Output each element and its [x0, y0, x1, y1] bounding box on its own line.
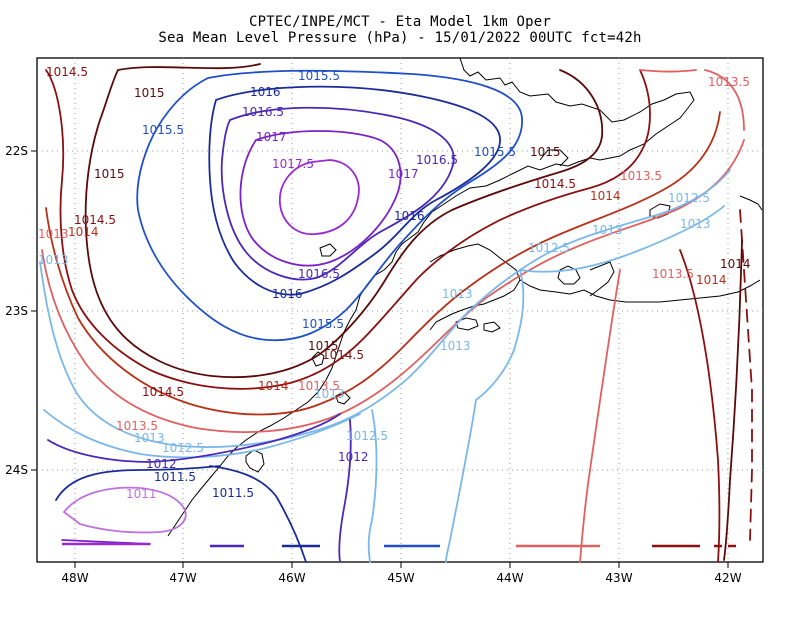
bottom-edge-segments	[62, 542, 740, 548]
contour-label: 1011	[126, 487, 157, 501]
contour-label: 1013.5	[708, 75, 750, 89]
coastline-east	[519, 279, 761, 303]
contour-label: 1012.5	[528, 241, 570, 255]
contour-labels: 1014.5 1015 1015.5 1016 1016.5 1017 1017…	[38, 65, 751, 501]
contour-label: 1014	[696, 273, 727, 287]
contour-label: 1013.5	[652, 267, 694, 281]
island-small	[311, 351, 325, 367]
isobar-1014	[45, 111, 721, 416]
x-tick-label: 47W	[169, 571, 196, 585]
contour-label: 1016.5	[242, 105, 284, 119]
isobar-1017	[239, 130, 402, 267]
isobar-1015.5	[136, 69, 523, 342]
contour-label: 1014.5	[46, 65, 88, 79]
island-2	[319, 243, 337, 257]
isobar-1017.5	[279, 159, 360, 235]
contour-label: 1016.5	[416, 153, 458, 167]
isobar-1015	[84, 63, 604, 379]
contour-label: 1014.5	[74, 213, 116, 227]
contour-label: 1015	[94, 167, 125, 181]
contour-label: 1016	[250, 85, 281, 99]
contour-label: 1011.5	[212, 486, 254, 500]
isobar-east-dashed-1014	[739, 209, 753, 541]
coastline-north	[539, 149, 569, 167]
coastline-lagoon-4	[483, 321, 501, 333]
contour-label: 1013	[314, 387, 345, 401]
contour-label: 1016.5	[298, 267, 340, 281]
contour-label: 1013	[442, 287, 473, 301]
isobars	[39, 63, 753, 563]
contour-label: 1014.5	[142, 385, 184, 399]
contour-label: 1014	[68, 225, 99, 239]
coastline-northeast	[739, 195, 763, 211]
isobar-1011.5	[55, 465, 307, 563]
contour-label: 1013	[38, 227, 69, 241]
contour-label: 1013.5	[620, 169, 662, 183]
contour-label: 1012	[338, 450, 369, 464]
contour-label: 1012.5	[346, 429, 388, 443]
contour-label: 1015.5	[298, 69, 340, 83]
contour-label: 1013	[38, 253, 69, 267]
map-subtitle: Sea Mean Level Pressure (hPa) - 15/01/20…	[158, 30, 642, 46]
y-tick-label: 22S	[5, 144, 28, 158]
isobar-1012	[47, 413, 352, 563]
isobar-1016.5	[220, 106, 455, 281]
x-tick-label: 46W	[278, 571, 305, 585]
contour-label: 1011.5	[154, 470, 196, 484]
contour-label: 1013	[440, 339, 471, 353]
contour-label: 1015.5	[474, 145, 516, 159]
tick-marks	[31, 150, 729, 568]
contour-label: 1014.5	[534, 177, 576, 191]
contour-label: 1017	[256, 130, 287, 144]
isobar-1013	[39, 169, 731, 448]
coastline-east-2	[589, 261, 615, 297]
x-tick-label: 45W	[387, 571, 414, 585]
x-tick-label: 43W	[605, 571, 632, 585]
contour-label: 1013.5	[116, 419, 158, 433]
contour-label: 1013	[134, 431, 165, 445]
coastline-lagoon-1	[557, 265, 581, 285]
contour-label: 1014	[590, 189, 621, 203]
contour-label: 1015	[134, 86, 165, 100]
isobar-1016	[208, 85, 501, 296]
plot-frame	[36, 57, 764, 563]
y-tick-label: 23S	[5, 304, 28, 318]
contour-label: 1013	[680, 217, 711, 231]
y-tick-label: 24S	[5, 463, 28, 477]
coastline-lagoon-3	[455, 317, 479, 331]
contour-label: 1012.5	[668, 191, 710, 205]
map-title: CPTEC/INPE/MCT - Eta Model 1km Oper	[248, 14, 551, 30]
coastline-bay	[429, 243, 521, 331]
contour-label: 1012.5	[162, 441, 204, 455]
contour-label: 1016	[272, 287, 303, 301]
contour-label: 1013	[592, 223, 623, 237]
x-tick-label: 44W	[496, 571, 523, 585]
isobar-east-1013.5	[579, 269, 621, 563]
contour-label: 1014.5	[322, 348, 364, 362]
isobar-1011	[63, 486, 187, 534]
contour-label: 1015	[308, 339, 339, 353]
contour-label: 1017	[388, 167, 419, 181]
island-1	[335, 391, 351, 405]
contour-label: 1014	[720, 257, 751, 271]
contour-label: 1017.5	[272, 157, 314, 171]
contour-label: 1014	[258, 379, 289, 393]
x-tick-label: 42W	[714, 571, 741, 585]
contour-label: 1013.5	[298, 379, 340, 393]
contour-label: 1016	[394, 209, 425, 223]
isobar-1013.5	[41, 69, 745, 433]
isobar-east-lower-1014	[723, 239, 743, 561]
contour-label: 1015	[530, 145, 561, 159]
isobar-east-1014	[679, 249, 721, 563]
isobar-1014.5	[45, 69, 651, 390]
contour-label: 1015.5	[142, 123, 184, 137]
contour-label: 1012	[146, 457, 177, 471]
contour-label: 1015.5	[302, 317, 344, 331]
x-tick-label: 48W	[61, 571, 88, 585]
